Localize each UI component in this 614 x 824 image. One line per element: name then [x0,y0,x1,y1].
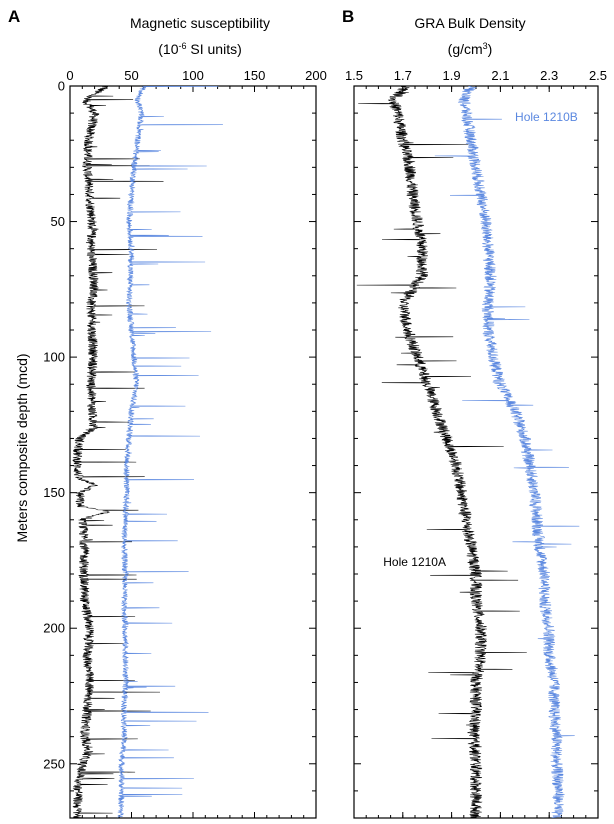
panel-a-xtick-label: 150 [244,68,266,83]
panel-a-xtick-label: 100 [182,68,204,83]
panel-a-xlabel-suffix: SI units) [187,41,242,57]
panel-b-plot: 1.5 1.7 1.9 2.1 2.3 2.5 Hole 1210A Hole 1210B [345,68,607,819]
panel-b-xlabel-exp: 3 [483,41,488,51]
panel-b-annotation: Hole 1210B [515,110,578,124]
panel-b-xtick-label: 1.7 [394,68,412,83]
panel-b-annotation: Hole 1210A [383,555,446,569]
panel-b-xtick-label: 2.5 [589,68,607,83]
panel-a-xlabel-exp: -6 [178,41,186,51]
panel-a-title: Magnetic susceptibility [130,15,270,31]
panel-a-ytick-label: 100 [43,350,65,365]
panel-a-ytick-label: 150 [43,485,65,500]
panel-b-xtick-label: 1.9 [443,68,461,83]
panel-a-ytick-label: 50 [51,214,65,229]
panel-a-letter: A [8,7,20,26]
panel-b-xtick-label: 2.1 [491,68,509,83]
panel-b-series-0 [356,86,527,818]
y-axis-label: Meters composite depth (mcd) [14,353,30,542]
panel-a-xtick-label: 200 [305,68,327,83]
panel-a-xtick-label: 50 [124,68,138,83]
panel-a-frame [69,85,317,819]
panel-a-ytick-label: 200 [43,621,65,636]
panel-a-xlabel-prefix: (10 [158,41,178,57]
panel-b-xlabel-prefix: (g/cm [448,41,483,57]
panel-a-xtick-label: 0 [66,68,73,83]
panel-a-xlabel: (10-6 SI units) [158,41,242,57]
panel-a-ytick-label: 250 [43,756,65,771]
panel-a-plot: 0 50 100 150 200 0 50 100 150 200 250 [43,68,327,819]
panel-b-series-1 [434,86,580,818]
panel-a-ytick-label: 0 [58,79,65,94]
panel-b-xlabel-suffix: ) [488,41,493,57]
panel-b-xtick-label: 1.5 [345,68,363,83]
panel-b-title: GRA Bulk Density [414,15,525,31]
panel-b-letter: B [342,7,354,26]
panel-a-series-1 [117,86,223,818]
panel-b-xlabel: (g/cm3) [448,41,493,57]
panel-a-series-0 [72,86,164,818]
panel-b-xtick-label: 2.3 [540,68,558,83]
